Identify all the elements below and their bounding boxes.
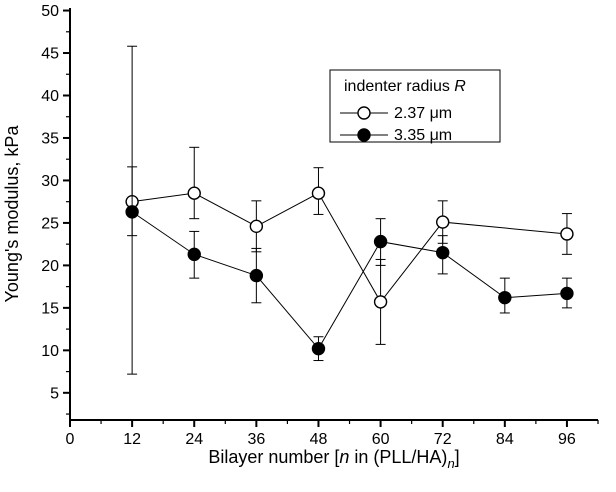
data-point-filled-circle [311,341,326,356]
y-tick-label: 30 [41,173,59,190]
series-filled-circle [125,166,574,362]
legend-marker-open-circle [357,106,371,120]
data-point-open-circle [436,215,450,229]
y-tick-label: 10 [41,343,59,360]
data-point-filled-circle [373,234,388,249]
series-line [131,211,567,350]
legend: indenter radius R 2.37 μm 3.35 μm [329,69,501,144]
y-tick-label: 40 [41,88,59,105]
x-tick-label: 96 [558,431,576,448]
x-tick-label: 36 [247,431,265,448]
data-point-open-circle [560,227,574,241]
y-tick-label: 25 [41,215,59,232]
data-point-filled-circle [560,286,574,301]
x-tick-label: 0 [66,431,75,448]
y-tick-label: 5 [50,385,59,402]
data-point-filled-circle [436,245,450,260]
legend-marker-filled-circle [357,128,371,142]
y-tick-label: 35 [41,130,59,147]
x-tick-label: 48 [310,431,328,448]
y-tick-label: 20 [41,258,59,275]
legend-label: 3.35 μm [394,127,452,144]
x-tick-label: 72 [434,431,452,448]
legend-box [329,69,501,143]
x-axis-title: Bilayer number [n in (PLL/HA)n] [208,447,459,471]
data-point-filled-circle [125,205,139,219]
x-tick-label: 12 [123,431,141,448]
data-point-filled-circle [187,247,201,262]
legend-title: indenter radius R [344,78,466,95]
x-tick-label: 84 [496,431,514,448]
y-tick-label: 15 [41,300,59,317]
data-point-open-circle [249,219,264,234]
legend-label: 2.37 μm [394,105,452,122]
chart-generated-content: 0 12 24 36 48 60 72 84 96 5 10 15 20 25 30 35 40 45 50 inde… [41,3,599,448]
data-point-open-circle [373,295,388,309]
x-tick-label: 60 [372,431,390,448]
series-line [132,192,567,303]
data-point-filled-circle [498,290,512,305]
data-point-open-circle [311,186,326,200]
y-tick-label: 45 [41,46,59,63]
data-point-open-circle [187,186,201,200]
data-point-filled-circle [249,268,264,283]
series-open-circle [125,45,574,375]
x-tick-label: 24 [185,431,203,448]
y-tick-label: 50 [41,3,59,20]
y-axis-title: Young's modulus, kPa [2,125,22,303]
